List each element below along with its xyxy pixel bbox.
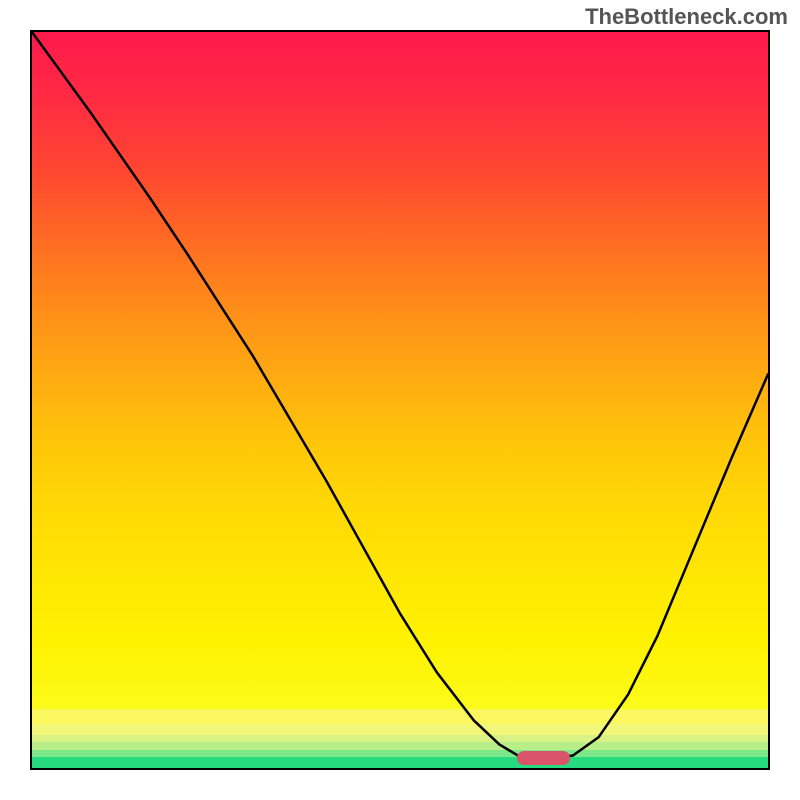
plot-area [30,30,770,770]
bottleneck-curve [32,32,768,759]
curve-svg [32,32,768,768]
watermark-text: TheBottleneck.com [585,4,788,30]
optimal-marker [517,751,570,765]
chart-container: TheBottleneck.com [0,0,800,800]
